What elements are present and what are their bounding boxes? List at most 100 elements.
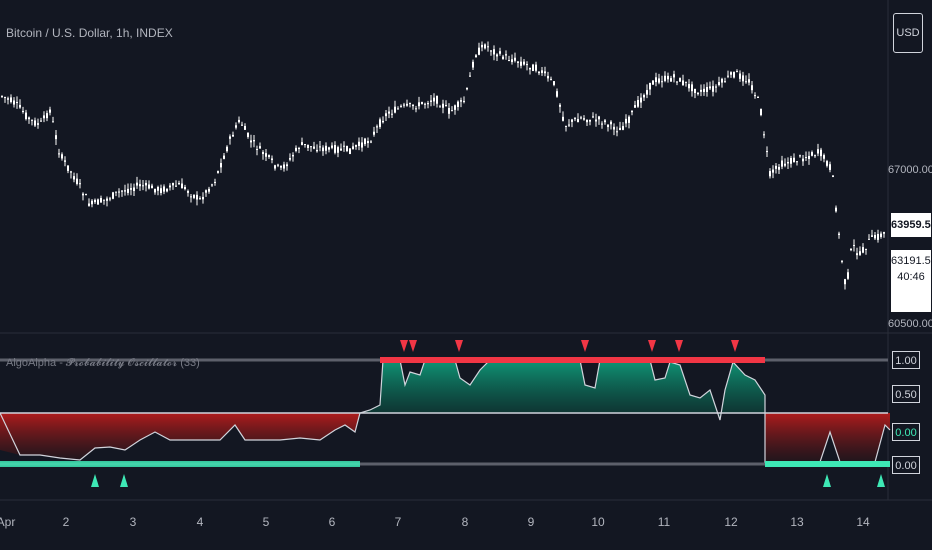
candle-body <box>454 105 456 110</box>
candle-body <box>76 178 78 184</box>
candle-body <box>478 47 480 55</box>
candle-body <box>55 135 57 140</box>
candle-body <box>448 108 450 114</box>
candle-body <box>13 100 15 105</box>
candle-body <box>103 199 105 201</box>
currency-button[interactable]: USD <box>893 13 923 53</box>
candle-body <box>490 50 492 52</box>
candle-body <box>70 171 72 173</box>
candle-body <box>601 123 603 125</box>
candle-body <box>172 182 174 186</box>
candle-body <box>127 188 129 193</box>
candle-body <box>271 158 273 161</box>
candle-body <box>763 134 765 136</box>
time-axis-tick: 13 <box>790 515 804 529</box>
candle-body <box>643 94 645 98</box>
candle-body <box>85 194 87 196</box>
candle-body <box>157 186 159 191</box>
candle-body <box>850 248 852 251</box>
candle-body <box>463 100 465 102</box>
candle-body <box>562 116 564 121</box>
candle-body <box>379 119 381 127</box>
up-arrow-icon <box>877 474 885 487</box>
candle-body <box>673 74 675 78</box>
down-arrow-icon <box>581 340 589 352</box>
candle-body <box>190 196 192 198</box>
candle-body <box>532 64 534 71</box>
candle-body <box>691 84 693 92</box>
candle-body <box>151 185 153 189</box>
indicator-tag-0: 0.00 <box>892 456 920 474</box>
time-axis-tick: 2 <box>62 515 70 529</box>
candle-body <box>235 125 237 128</box>
candle-body <box>136 182 138 186</box>
candle-body <box>358 141 360 147</box>
candle-body <box>508 60 510 62</box>
candle-body <box>181 183 183 189</box>
candle-body <box>388 111 390 114</box>
up-arrow-icon <box>91 474 99 487</box>
candle-body <box>337 147 339 153</box>
candle-body <box>481 44 483 48</box>
candle-body <box>517 61 519 63</box>
candle-body <box>436 95 438 104</box>
candle-body <box>565 125 567 127</box>
candle-body <box>274 165 276 169</box>
candle-body <box>805 157 807 159</box>
candle-body <box>130 188 132 190</box>
candle-body <box>556 91 558 97</box>
candle-body <box>574 118 576 120</box>
indicator-bottom-signal-band-right <box>765 461 890 467</box>
candle-body <box>424 103 426 105</box>
indicator-title[interactable]: AlgoAlpha - 𝓟𝓻𝓸𝓫𝓪𝓫𝓲𝓵𝓲𝓽𝔂 𝓞𝓼𝓬𝓲𝓵𝓵𝓪𝓽𝓸𝓻 (33) <box>6 357 200 369</box>
down-arrow-icon <box>455 340 463 352</box>
candle-body <box>700 89 702 92</box>
candle-body <box>52 121 54 123</box>
time-axis-tick: 8 <box>461 515 469 529</box>
down-arrow-icon <box>409 340 417 352</box>
candle-body <box>613 126 615 130</box>
candle-body <box>64 160 66 162</box>
candle-body <box>571 119 573 122</box>
down-arrow-icon <box>675 340 683 352</box>
candle-body <box>265 153 267 157</box>
candle-body <box>718 82 720 86</box>
candle-body <box>694 88 696 94</box>
candle-body <box>208 188 210 192</box>
candle-body <box>535 64 537 71</box>
bar-countdown: 40:46 <box>897 271 925 283</box>
candle-body <box>856 253 858 256</box>
candle-body <box>796 161 798 163</box>
candle-body <box>247 132 249 137</box>
candle-body <box>610 121 612 125</box>
candle-body <box>385 113 387 117</box>
candle-body <box>733 72 735 78</box>
candle-body <box>313 146 315 149</box>
candle-body <box>835 207 837 212</box>
candle-body <box>706 87 708 92</box>
up-arrow-icon <box>823 474 831 487</box>
candle-body <box>304 144 306 146</box>
candle-body <box>526 64 528 66</box>
time-axis-tick: 6 <box>328 515 336 529</box>
candle-body <box>106 198 108 201</box>
time-axis-tick: 7 <box>394 515 402 529</box>
candle-body <box>148 184 150 189</box>
candle-body <box>292 154 294 157</box>
indicator-bottom-signal-band-left <box>0 461 360 467</box>
candle-body <box>319 146 321 148</box>
candle-body <box>592 116 594 118</box>
candle-body <box>73 176 75 180</box>
candle-body <box>202 196 204 200</box>
candle-body <box>466 87 468 90</box>
symbol-title[interactable]: Bitcoin / U.S. Dollar, 1h, INDEX <box>6 26 173 40</box>
candle-body <box>115 191 117 193</box>
candle-body <box>25 112 27 120</box>
time-axis-tick: 5 <box>262 515 270 529</box>
candle-body <box>238 119 240 123</box>
candle-body <box>58 153 60 155</box>
candle-body <box>790 158 792 164</box>
candle-body <box>799 155 801 157</box>
candle-body <box>340 148 342 151</box>
